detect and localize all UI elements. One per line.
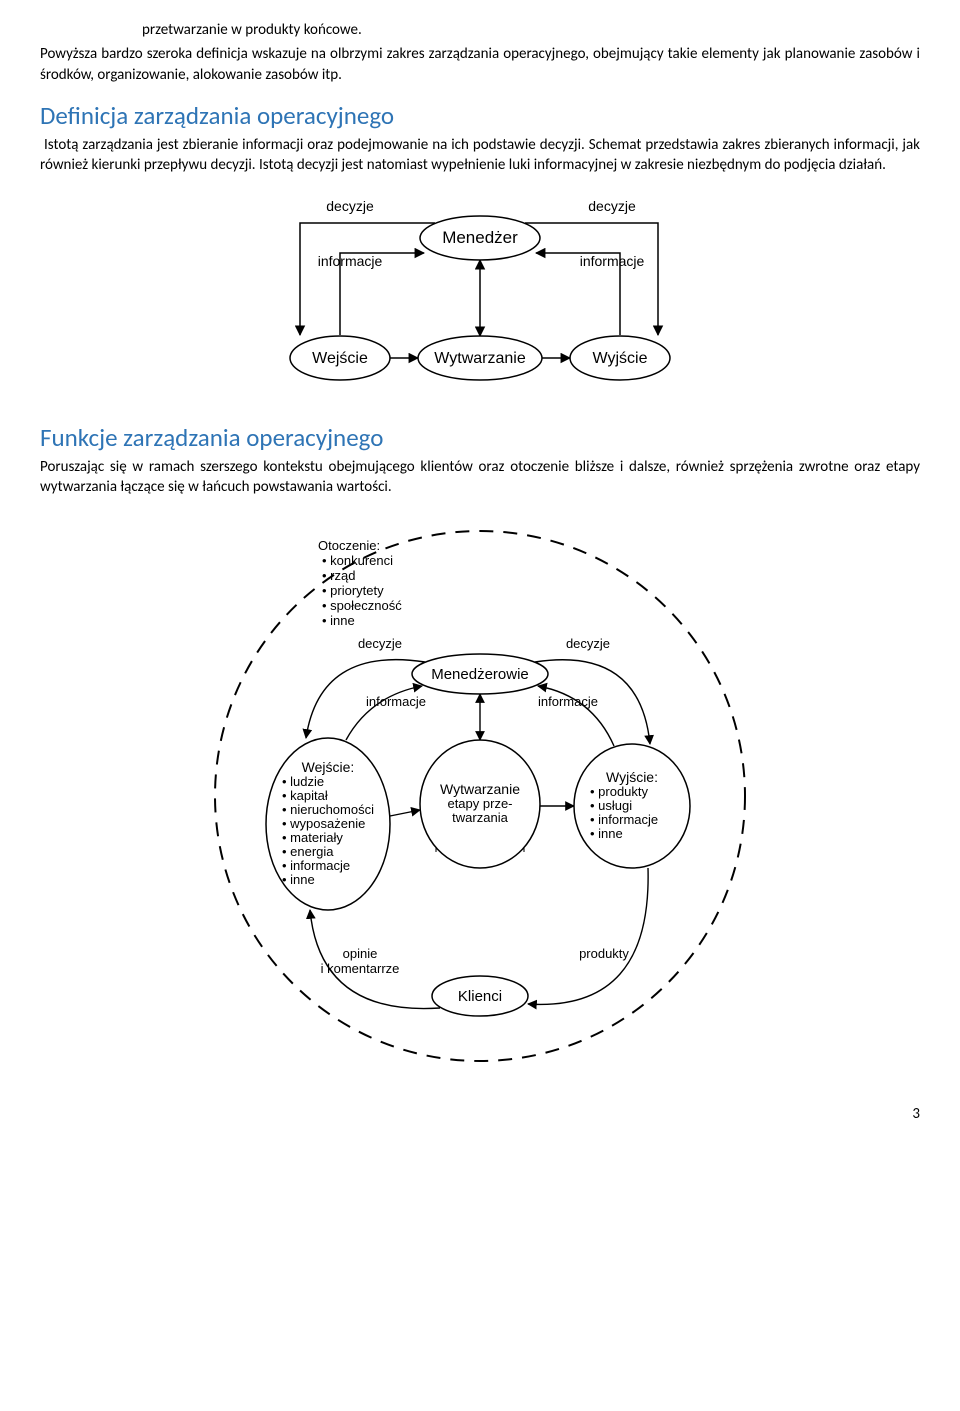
svg-text:Klienci: Klienci: [458, 988, 502, 1005]
svg-text:Wejście: Wejście: [312, 350, 368, 367]
svg-text:• energia: • energia: [282, 844, 334, 859]
diagram-2: Menedżerowie Wejście:• ludzie• kapitał• n…: [40, 516, 920, 1082]
svg-text:• informacje: • informacje: [282, 858, 350, 873]
svg-text:• inne: • inne: [590, 826, 623, 841]
svg-text:informacje: informacje: [580, 253, 645, 269]
paragraph-definicja: Istotą zarządzania jest zbieranie inform…: [40, 135, 920, 176]
svg-text:i komentarrze: i komentarrze: [321, 961, 400, 976]
svg-text:informacje: informacje: [318, 253, 383, 269]
svg-text:twarzania: twarzania: [452, 810, 508, 825]
svg-text:decyzje: decyzje: [566, 636, 610, 651]
diagram-1: Menedżer Wejście Wytwarzanie Wyjście decyzj…: [40, 193, 920, 399]
svg-text:• informacje: • informacje: [590, 812, 658, 827]
svg-text:Wyjście: Wyjście: [593, 350, 648, 367]
svg-text:Wyjście:: Wyjście:: [606, 769, 658, 785]
svg-text:decyzje: decyzje: [588, 198, 636, 214]
svg-text:opinie: opinie: [343, 946, 378, 961]
heading-definicja: Definicja zarządzania operacyjnego: [40, 99, 920, 133]
bullet-text: przetwarzanie w produkty końcowe.: [142, 20, 362, 40]
page-number: 3: [40, 1104, 920, 1124]
svg-text:Menedżer: Menedżer: [442, 228, 518, 247]
svg-text:• usługi: • usługi: [590, 798, 632, 813]
svg-text:informacje: informacje: [366, 694, 426, 709]
svg-text:Otoczenie:: Otoczenie:: [318, 538, 380, 553]
svg-text:• ludzie: • ludzie: [282, 774, 324, 789]
svg-text:• inne: • inne: [282, 872, 315, 887]
intro-paragraph: Powyższa bardzo szeroka definicja wskazu…: [40, 44, 920, 85]
svg-text:• materiały: • materiały: [282, 830, 343, 845]
svg-text:produkty: produkty: [579, 946, 629, 961]
svg-text:decyzje: decyzje: [358, 636, 402, 651]
svg-text:decyzje: decyzje: [326, 198, 374, 214]
svg-text:etapy prze-: etapy prze-: [447, 796, 512, 811]
svg-text:• rząd: • rząd: [322, 568, 355, 583]
svg-text:Wejście:: Wejście:: [302, 759, 355, 775]
paragraph-funkcje: Poruszając się w ramach szerszego kontek…: [40, 457, 920, 498]
svg-text:Wytwarzanie: Wytwarzanie: [434, 350, 526, 367]
bullet-item: przetwarzanie w produkty końcowe.: [40, 20, 920, 40]
svg-text:• kapitał: • kapitał: [282, 788, 328, 803]
svg-text:• nieruchomości: • nieruchomości: [282, 802, 374, 817]
svg-text:Menedżerowie: Menedżerowie: [431, 666, 529, 683]
svg-text:• społeczność: • społeczność: [322, 598, 402, 613]
svg-text:• priorytety: • priorytety: [322, 583, 384, 598]
svg-text:• wyposażenie: • wyposażenie: [282, 816, 365, 831]
heading-funkcje: Funkcje zarządzania operacyjnego: [40, 421, 920, 455]
svg-text:Wytwarzanie: Wytwarzanie: [440, 781, 520, 797]
svg-text:• inne: • inne: [322, 613, 355, 628]
svg-text:• produkty: • produkty: [590, 784, 649, 799]
svg-text:• konkurenci: • konkurenci: [322, 553, 393, 568]
svg-text:informacje: informacje: [538, 694, 598, 709]
